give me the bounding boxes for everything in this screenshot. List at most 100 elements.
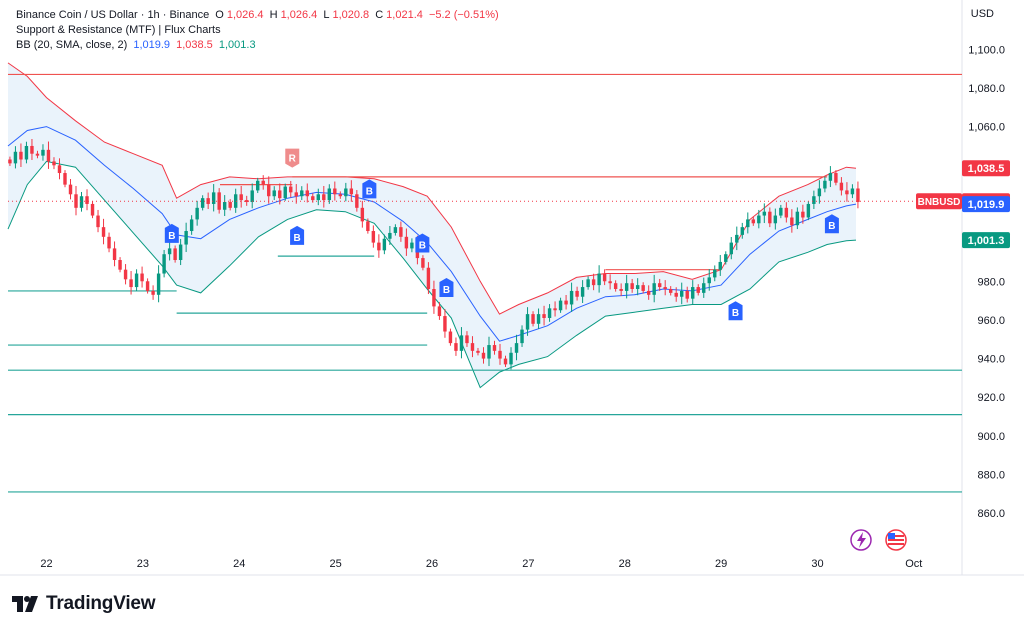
candle-body xyxy=(393,227,398,233)
tradingview-logo[interactable]: TradingView xyxy=(12,593,156,615)
candle-body xyxy=(107,236,111,249)
candle-body xyxy=(8,159,12,164)
candle-body xyxy=(19,151,23,160)
candle-body xyxy=(151,290,155,295)
candle-body xyxy=(200,198,205,208)
candle-body xyxy=(162,254,166,274)
svg-text:B: B xyxy=(732,308,739,319)
candle-body xyxy=(459,335,464,351)
candle-body xyxy=(448,331,453,344)
candle-body xyxy=(542,314,546,318)
candle-body xyxy=(668,289,673,293)
candle-body xyxy=(641,285,645,291)
candle-body xyxy=(696,287,700,293)
buy-signal-marker[interactable]: B xyxy=(415,233,430,253)
candle-body xyxy=(399,227,403,237)
symbol-tag: BNBUSD xyxy=(918,197,961,208)
candle-body xyxy=(129,279,133,288)
svg-text:B: B xyxy=(443,285,450,296)
svg-text:B: B xyxy=(293,233,300,244)
candle-body xyxy=(63,173,67,185)
candle-body xyxy=(349,188,354,195)
candle-body xyxy=(597,273,601,286)
candle-body xyxy=(338,194,343,197)
candle-body xyxy=(586,279,590,288)
candle-body xyxy=(272,190,276,197)
candle-body xyxy=(828,173,833,181)
candle-body xyxy=(145,281,150,291)
buy-signal-marker[interactable]: B xyxy=(824,214,839,234)
price-tag: 1,001.3 xyxy=(968,235,1005,247)
legend-indicator-sr[interactable]: Support & Resistance (MTF) | Flux Charts xyxy=(16,23,224,37)
svg-text:B: B xyxy=(419,241,426,252)
candle-body xyxy=(856,188,860,203)
x-tick-label: 29 xyxy=(715,558,727,570)
candle-body xyxy=(740,227,744,235)
buy-signal-marker[interactable]: B xyxy=(164,223,179,243)
candle-body xyxy=(261,180,265,185)
buy-signal-marker[interactable]: B xyxy=(728,301,743,321)
candle-body xyxy=(465,335,469,344)
us-flag-icon[interactable] xyxy=(885,529,907,551)
x-tick-label: 22 xyxy=(40,558,52,570)
candle-body xyxy=(344,188,348,197)
legend-high: 1,026.4 xyxy=(280,9,318,21)
candle-body xyxy=(845,190,849,195)
candle-body xyxy=(812,196,816,204)
bollinger-band-fill xyxy=(8,62,856,388)
candle-body xyxy=(657,283,662,288)
candle-body xyxy=(762,211,767,216)
candle-body xyxy=(421,258,425,268)
candle-body xyxy=(41,149,45,156)
y-tick-label: 1,080.0 xyxy=(968,83,1005,95)
candle-body xyxy=(68,184,73,195)
candle-body xyxy=(371,231,376,243)
legend-bb-title: BB (20, SMA, close, 2) xyxy=(16,39,128,51)
price-tag-bg xyxy=(962,196,1010,213)
candle-body xyxy=(707,277,711,284)
candle-body xyxy=(613,283,618,289)
x-tick-label: 23 xyxy=(137,558,149,570)
legend-bb-upper: 1,038.5 xyxy=(176,39,213,51)
legend-ohlc: Binance Coin / US Dollar · 1h · Binance … xyxy=(16,8,502,22)
currency-label[interactable]: USD xyxy=(970,8,994,20)
candle-body xyxy=(239,194,243,201)
legend-low: 1,020.8 xyxy=(332,9,370,21)
legend-indicator-bb[interactable]: BB (20, SMA, close, 2) 1,019.9 1,038.5 1… xyxy=(16,38,259,52)
candle-body xyxy=(96,215,100,228)
candle-body xyxy=(839,182,844,191)
tradingview-logo-icon xyxy=(12,596,38,612)
candle-body xyxy=(481,352,486,359)
legend-bb-lower: 1,001.3 xyxy=(218,39,256,51)
candle-body xyxy=(123,269,128,280)
candle-body xyxy=(432,289,436,307)
candle-body xyxy=(746,219,750,228)
candle-body xyxy=(646,290,651,295)
legend-sr-title: Support & Resistance (MTF) | Flux Charts xyxy=(16,24,221,36)
candle-body xyxy=(454,343,458,351)
lightning-icon[interactable] xyxy=(850,529,872,551)
y-tick-label: 980.0 xyxy=(977,276,1005,288)
y-tick-label: 920.0 xyxy=(977,392,1005,404)
candle-body xyxy=(57,165,62,174)
candle-body xyxy=(101,227,106,237)
buy-signal-marker[interactable]: B xyxy=(439,278,454,297)
y-tick-label: 960.0 xyxy=(977,315,1005,327)
buy-signal-marker[interactable]: B xyxy=(290,225,305,245)
candle-body xyxy=(801,211,805,218)
candle-body xyxy=(602,273,607,282)
resistance-signal-marker[interactable]: R xyxy=(285,148,300,168)
svg-text:B: B xyxy=(366,186,373,197)
candle-body xyxy=(289,186,293,193)
candle-body xyxy=(674,292,678,297)
candle-body xyxy=(558,300,563,311)
buy-signal-marker[interactable]: B xyxy=(362,179,377,199)
candle-body xyxy=(487,345,491,359)
candle-body xyxy=(575,290,579,297)
candle-body xyxy=(608,281,612,284)
candle-body xyxy=(790,217,794,226)
legend-low-label: L xyxy=(323,9,330,21)
candle-body xyxy=(768,211,772,224)
